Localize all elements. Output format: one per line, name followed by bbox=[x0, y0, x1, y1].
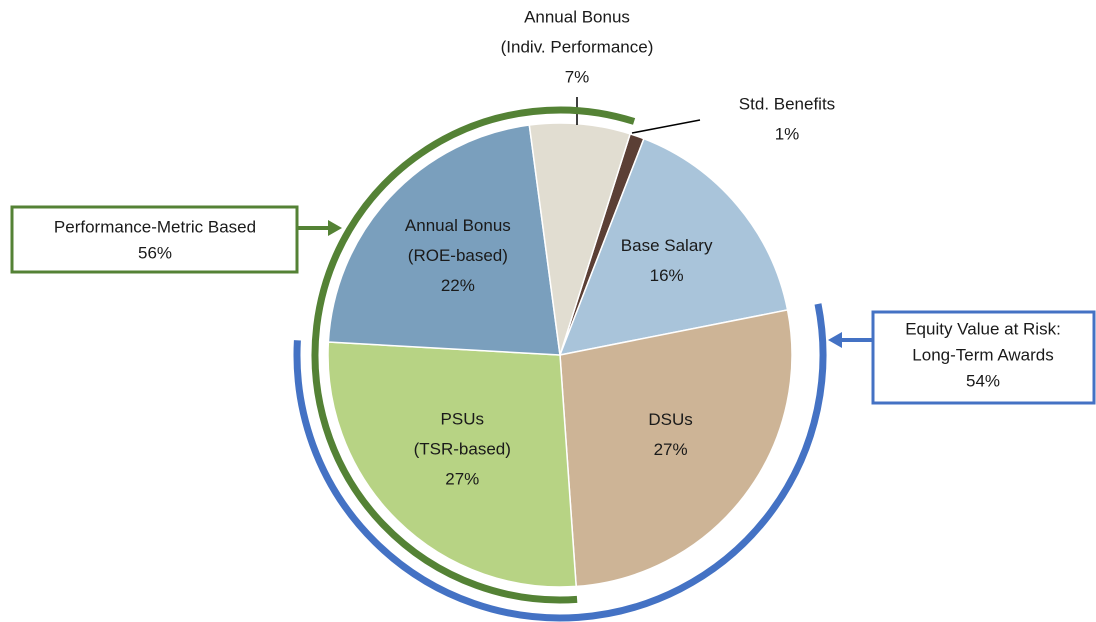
pie-slice bbox=[559, 309, 793, 588]
annotation-value: 54% bbox=[966, 371, 1000, 390]
annotation-value: 56% bbox=[138, 243, 172, 262]
arrow-head bbox=[328, 220, 342, 236]
value-label: 7% bbox=[565, 67, 590, 86]
leader-line bbox=[631, 119, 701, 134]
slice-label: Annual Bonus bbox=[524, 7, 630, 26]
annotation-arc bbox=[311, 106, 636, 604]
value-label: 1% bbox=[775, 124, 800, 143]
slice-label: Std. Benefits bbox=[739, 94, 835, 113]
annotation-box bbox=[10, 205, 299, 274]
annotation-text: Performance-Metric Based bbox=[54, 217, 256, 236]
arrow-head bbox=[828, 332, 842, 348]
pie-slice bbox=[327, 124, 561, 356]
value-label: 22% bbox=[441, 276, 475, 295]
value-label: 27% bbox=[445, 470, 479, 489]
slice-label: (TSR-based) bbox=[414, 440, 511, 459]
annotation-box bbox=[871, 310, 1096, 405]
annotation-text: Long-Term Awards bbox=[912, 345, 1053, 364]
pie-slice bbox=[558, 137, 789, 357]
annotation-text: Equity Value at Risk: bbox=[905, 319, 1061, 338]
slice-label: Base Salary bbox=[621, 236, 713, 255]
slice-label: DSUs bbox=[648, 410, 692, 429]
value-label: 16% bbox=[650, 266, 684, 285]
pie-slice bbox=[327, 341, 577, 588]
slice-label: Annual Bonus bbox=[405, 216, 511, 235]
slice-label: PSUs bbox=[441, 410, 484, 429]
slice-label: (Indiv. Performance) bbox=[501, 37, 654, 56]
annotation-arc bbox=[293, 303, 827, 622]
value-label: 27% bbox=[654, 440, 688, 459]
pie-slice bbox=[528, 122, 632, 356]
slice-label: (ROE-based) bbox=[408, 246, 508, 265]
